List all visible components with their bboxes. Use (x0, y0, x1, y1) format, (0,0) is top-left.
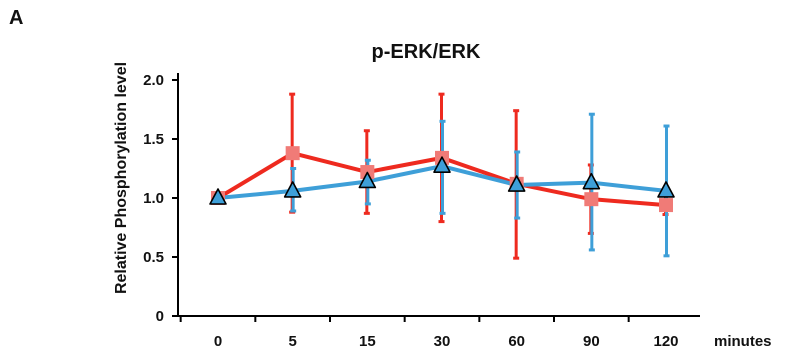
data-point-square (659, 198, 673, 213)
x-tick-label: 90 (583, 333, 600, 350)
y-tick-label: 1.5 (143, 131, 164, 148)
data-point-triangle (209, 188, 227, 205)
data-point-triangle (507, 175, 526, 192)
y-axis-label: Relative Phosphorylation level (113, 62, 130, 294)
x-tick-label: 5 (288, 333, 296, 350)
data-point-triangle (283, 181, 302, 198)
x-axis-label: minutes (714, 333, 772, 350)
panel-label: A (9, 7, 23, 29)
y-tick-label: 2.0 (143, 72, 164, 89)
data-point-square (285, 146, 300, 161)
plot-area (209, 92, 675, 260)
data-point-triangle (358, 171, 377, 189)
x-tick-label: 30 (434, 333, 451, 350)
data-point-triangle (433, 156, 451, 173)
chart-title: p-ERK/ERK (372, 41, 481, 63)
y-tick-label: 0 (156, 308, 164, 325)
data-point-square (584, 192, 599, 207)
x-tick-label: 120 (653, 333, 678, 350)
x-tick-label: 15 (359, 333, 376, 350)
x-tick-label: 0 (214, 333, 222, 350)
y-tick-label: 0.5 (143, 249, 164, 266)
y-tick-label: 1.0 (143, 190, 164, 207)
data-point-triangle (657, 181, 675, 198)
data-point-triangle (582, 172, 601, 190)
y-ticks: 0 0.5 1.0 1.5 2.0 (143, 72, 178, 325)
x-tick-label: 60 (508, 333, 525, 350)
x-ticks: 0 5 15 30 60 90 120 (179, 316, 679, 350)
